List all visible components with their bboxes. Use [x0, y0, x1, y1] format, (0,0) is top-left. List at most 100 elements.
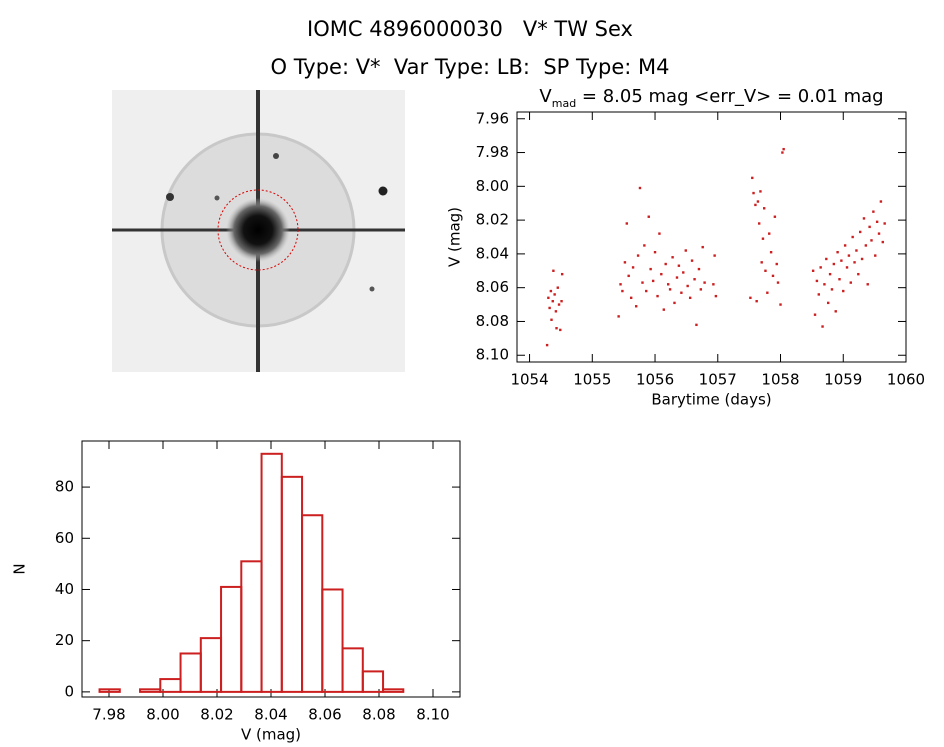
data-point [638, 186, 642, 190]
data-point [560, 272, 564, 276]
x-tick-label: 8.06 [308, 706, 341, 724]
data-point [658, 232, 661, 235]
data-point [866, 283, 869, 286]
y-tick-label: 80 [55, 478, 74, 496]
data-point [641, 281, 644, 284]
y-tick-label: 7.96 [476, 109, 509, 127]
y-tick-label: 8.02 [476, 211, 509, 229]
data-point [699, 288, 703, 291]
data-point [697, 267, 701, 271]
data-point [688, 296, 692, 300]
data-point [560, 299, 563, 303]
data-point [828, 272, 832, 276]
x-tick-label: 1054 [510, 371, 548, 389]
data-point [686, 284, 689, 288]
y-tick-label: 8.06 [476, 278, 509, 296]
y-tick-label: 20 [55, 631, 74, 649]
data-point [675, 276, 679, 279]
data-point [749, 296, 752, 300]
histogram-bar [179, 652, 202, 693]
data-point [752, 191, 755, 195]
data-point [773, 215, 777, 218]
data-point [623, 261, 627, 264]
data-point [621, 289, 624, 293]
data-point [825, 257, 828, 261]
data-point [757, 222, 761, 225]
x-tick-label: 8.04 [254, 706, 287, 724]
y-axis-label: V (mag) [446, 207, 464, 267]
data-point [673, 301, 676, 305]
histogram-bar [301, 514, 324, 693]
data-point [693, 278, 696, 281]
data-point [769, 251, 773, 254]
data-point [855, 249, 858, 252]
data-point [549, 289, 553, 293]
data-point [703, 281, 706, 284]
data-point [877, 232, 881, 235]
star-image [112, 90, 405, 372]
histogram-bar [98, 688, 121, 693]
data-point [874, 254, 877, 257]
data-point [782, 147, 785, 151]
data-point [862, 217, 866, 220]
data-point [857, 272, 860, 276]
data-point [682, 271, 685, 274]
data-point [830, 288, 834, 291]
histogram-bar [341, 647, 364, 693]
data-point [664, 262, 667, 266]
data-point [671, 256, 674, 259]
y-tick-label: 0 [64, 682, 74, 700]
data-point [779, 303, 782, 306]
data-point [677, 264, 681, 267]
data-point [853, 261, 856, 264]
data-point [781, 151, 784, 154]
histogram-bar [139, 688, 162, 693]
x-axis-label: V (mag) [241, 726, 301, 744]
data-point [819, 266, 822, 269]
data-point [629, 296, 633, 300]
data-point [864, 244, 868, 247]
data-point [714, 294, 718, 298]
x-axis-label: Barytime (days) [651, 391, 771, 409]
data-point [695, 323, 698, 327]
y-tick-label: 8.00 [476, 177, 509, 195]
data-point [680, 291, 683, 294]
data-point [851, 235, 854, 239]
data-point [555, 327, 558, 330]
data-point [883, 222, 886, 225]
data-point [653, 251, 657, 254]
data-point [548, 306, 551, 310]
x-tick-label: 8.10 [416, 706, 449, 724]
x-tick-label: 8.02 [200, 706, 233, 724]
data-point [823, 283, 826, 286]
data-point [631, 266, 635, 269]
data-point [559, 328, 562, 332]
data-point [879, 200, 883, 203]
data-point [701, 245, 704, 249]
data-point [840, 259, 843, 262]
x-tick-label: 8.00 [146, 706, 179, 724]
data-point [858, 230, 862, 234]
data-point [635, 305, 638, 308]
data-point [751, 176, 754, 180]
data-point [756, 200, 760, 203]
title-subscript: mad [552, 97, 576, 110]
chart-title: Vmad = 8.05 mag <err_V> = 0.01 mag [539, 86, 883, 110]
data-point [651, 279, 655, 283]
data-point [759, 190, 762, 193]
data-point [557, 303, 561, 306]
title-main: V [539, 86, 552, 107]
data-point [870, 239, 873, 242]
data-point [761, 237, 765, 240]
data-point [834, 310, 837, 313]
x-tick-label: 1056 [636, 371, 674, 389]
data-point [849, 281, 852, 284]
x-tick-label: 1058 [761, 371, 799, 389]
data-point [768, 232, 771, 235]
data-point [754, 203, 757, 207]
x-tick-label: 1055 [573, 371, 611, 389]
data-point [545, 343, 549, 347]
data-point [847, 254, 851, 257]
histogram-bar [361, 670, 385, 693]
